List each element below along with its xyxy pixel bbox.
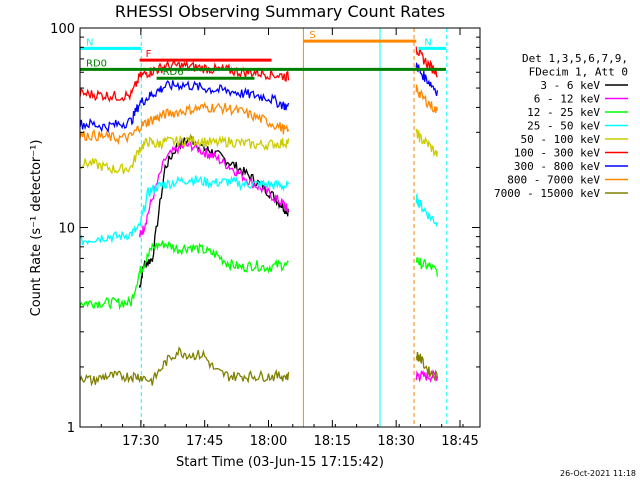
series-6-segment-1 bbox=[415, 62, 439, 97]
series-7 bbox=[79, 84, 439, 146]
annotation-s-3: S bbox=[303, 30, 417, 43]
legend-entry-0: 3 - 6 keV bbox=[540, 79, 600, 92]
annotation-label: F bbox=[146, 49, 152, 60]
y-axis-label: Count Rate (s⁻¹ detector⁻¹) bbox=[29, 140, 44, 317]
legend-entry-5: 100 - 300 keV bbox=[514, 147, 600, 160]
plot-frame bbox=[79, 27, 481, 428]
series-8-segment-1 bbox=[415, 351, 439, 383]
series-0 bbox=[138, 133, 290, 288]
series-7-segment-0 bbox=[79, 101, 290, 146]
legend-header-0: Det 1,3,5,6,7,9, bbox=[522, 52, 628, 65]
annotation-n-0: N bbox=[80, 37, 141, 50]
footer-timestamp: 26-Oct-2021 11:18 bbox=[560, 469, 636, 478]
legend-entry-1: 6 - 12 keV bbox=[534, 93, 601, 106]
annotation-n-1: N bbox=[418, 37, 446, 50]
legend-entry-2: 12 - 25 keV bbox=[527, 106, 600, 119]
chart-title: RHESSI Observing Summary Count Rates bbox=[115, 2, 445, 21]
series-1-segment-1 bbox=[415, 368, 439, 383]
x-tick-label-3: 18:15 bbox=[314, 434, 351, 449]
legend-entry-6: 300 - 800 keV bbox=[514, 160, 600, 173]
legend-entry-4: 50 - 100 keV bbox=[521, 133, 601, 146]
series-3-segment-0 bbox=[79, 175, 290, 246]
series-6-segment-0 bbox=[79, 80, 290, 134]
x-tick-label-1: 17:45 bbox=[186, 434, 223, 449]
annotation-label: N bbox=[424, 37, 431, 48]
annotation-label: RD6 bbox=[163, 67, 184, 78]
x-tick-label-2: 18:00 bbox=[250, 434, 287, 449]
annotation-rd6-5: RD6 bbox=[156, 67, 255, 80]
x-axis-label: Start Time (03-Jun-15 17:15:42) bbox=[176, 455, 384, 470]
series-4 bbox=[79, 128, 439, 175]
x-axis: 17:30 17:45 18:00 18:15 18:30 18:45 bbox=[79, 28, 479, 449]
x-tick-label-0: 17:30 bbox=[122, 434, 159, 449]
annotation-f-2: F bbox=[139, 49, 272, 62]
legend-entry-7: 800 - 7000 keV bbox=[507, 174, 600, 187]
series-5-segment-0 bbox=[79, 59, 290, 103]
series-2-segment-1 bbox=[415, 257, 439, 277]
y-tick-label-1: 10 bbox=[58, 222, 75, 237]
legend: Det 1,3,5,6,7,9,FDecim 1, Att 03 - 6 keV… bbox=[494, 52, 628, 200]
series-8 bbox=[79, 346, 439, 387]
series-3-segment-1 bbox=[415, 192, 439, 228]
legend-entry-3: 25 - 50 keV bbox=[527, 120, 600, 133]
plot-area: N N F S RD0 RD6 bbox=[79, 28, 448, 427]
series-5-segment-1 bbox=[415, 46, 438, 78]
legend-entry-8: 7000 - 15000 keV bbox=[494, 187, 600, 200]
series-7-segment-1 bbox=[415, 84, 439, 113]
series-8-segment-0 bbox=[79, 346, 290, 387]
y-axis: 1 10 100 bbox=[50, 22, 480, 436]
annotation-label: N bbox=[86, 37, 93, 48]
series-1-segment-0 bbox=[138, 139, 290, 238]
annotation-rd0-4: RD0 bbox=[80, 58, 446, 71]
series-0-segment-0 bbox=[138, 133, 290, 288]
series-2-segment-0 bbox=[79, 240, 289, 311]
series-4-segment-1 bbox=[415, 128, 439, 158]
series-3 bbox=[79, 175, 439, 246]
x-tick-label-5: 18:45 bbox=[441, 434, 478, 449]
x-tick-label-4: 18:30 bbox=[377, 434, 414, 449]
y-tick-label-0: 1 bbox=[67, 421, 75, 436]
y-tick-label-2: 100 bbox=[50, 22, 75, 37]
annotation-label: RD0 bbox=[86, 58, 107, 69]
series-4-segment-0 bbox=[79, 135, 290, 175]
legend-header-1: FDecim 1, Att 0 bbox=[529, 66, 628, 79]
series-1 bbox=[138, 139, 439, 383]
series-2 bbox=[79, 240, 439, 311]
annotation-label: S bbox=[309, 30, 315, 41]
series-6 bbox=[79, 62, 439, 134]
series-5 bbox=[79, 46, 438, 103]
